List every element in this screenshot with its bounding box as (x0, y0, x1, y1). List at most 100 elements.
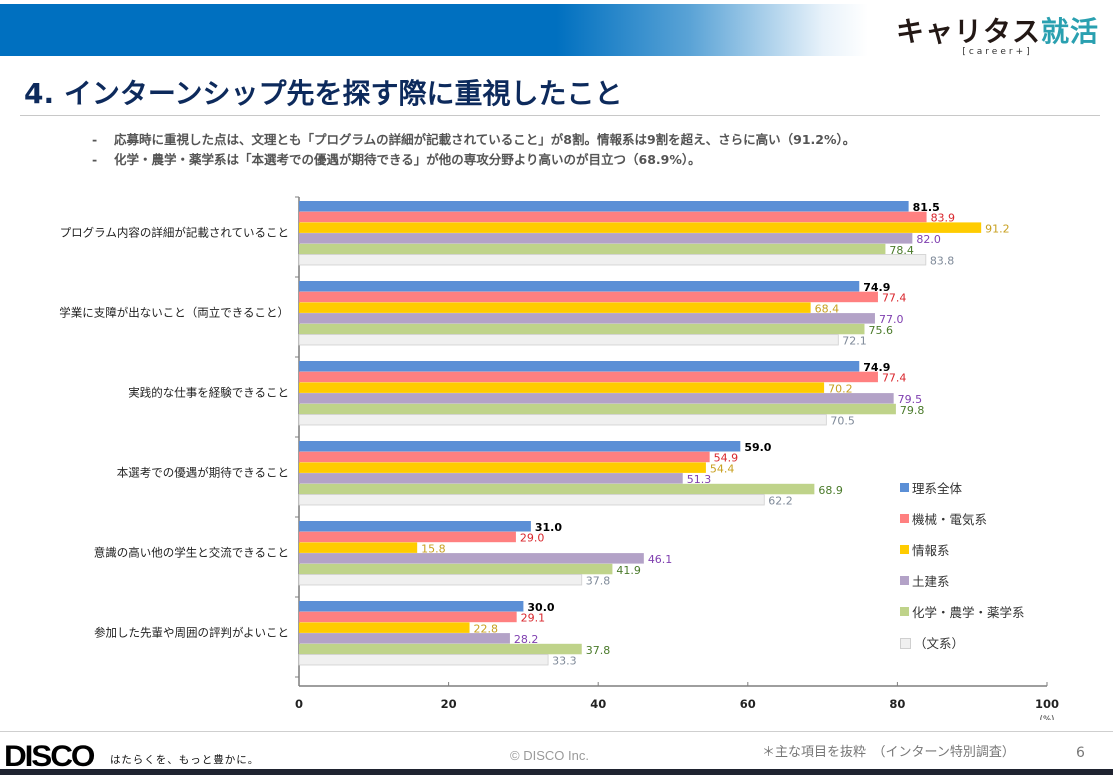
x-axis-unit: (%) (1040, 715, 1055, 720)
legend-swatch (900, 514, 909, 523)
x-tick-label: 20 (441, 697, 457, 711)
bullet-item: - 化学・農学・薬学系は「本選考での優遇が期待できる」が他の専攻分野より高いのが目… (92, 150, 855, 170)
data-label: 51.3 (687, 473, 712, 486)
data-label: 78.4 (889, 244, 914, 257)
data-label: 82.0 (916, 233, 941, 246)
x-tick-label: 80 (889, 697, 905, 711)
bar (299, 313, 875, 324)
bar (299, 553, 644, 564)
data-label: 68.9 (818, 484, 843, 497)
legend-item: 機械・電気系 (900, 509, 1025, 540)
bar (299, 643, 582, 655)
data-label: 31.0 (535, 521, 562, 534)
legend-item: 化学・農学・薬学系 (900, 602, 1025, 633)
data-label: 22.8 (474, 622, 499, 635)
bar (299, 611, 517, 623)
data-label: 37.8 (586, 644, 611, 657)
bar (299, 483, 815, 495)
bar (299, 531, 516, 543)
chart-legend: 理系全体 機械・電気系 情報系 土建系 化学・農学・薬学系 （文系） (900, 478, 1025, 664)
data-label: 77.0 (879, 313, 904, 326)
data-label: 30.0 (527, 601, 554, 614)
bar (298, 414, 827, 426)
footer-divider (0, 731, 1113, 732)
data-label: 68.4 (815, 302, 840, 315)
bar (299, 371, 878, 383)
legend-item: 土建系 (900, 571, 1025, 602)
bar (299, 403, 896, 415)
x-tick-label: 40 (590, 697, 606, 711)
bar (299, 473, 683, 484)
bar (299, 302, 811, 313)
bar (299, 243, 886, 255)
bar (299, 601, 524, 612)
data-label: 75.6 (868, 324, 893, 337)
legend-item: 理系全体 (900, 478, 1025, 509)
category-label: 参加した先輩や周囲の評判がよいこと (94, 626, 289, 640)
category-label: プログラム内容の詳細が記載されていること (60, 226, 289, 240)
bar (299, 211, 927, 223)
legend-label: 理系全体 (912, 481, 963, 496)
data-label: 41.9 (616, 564, 641, 577)
category-label: 意識の高い他の学生と交流できること (94, 546, 289, 560)
brand-main-text: キャリタス (895, 15, 1041, 48)
legend-label: 化学・農学・薬学系 (912, 605, 1025, 620)
bar (299, 441, 741, 452)
footer-tagline: はたらくを、もっと豊かに。 (110, 754, 260, 766)
data-label: 79.8 (900, 404, 925, 417)
bar (299, 622, 470, 633)
legend-swatch (900, 545, 909, 554)
data-label: 54.9 (714, 452, 739, 465)
legend-swatch (900, 576, 909, 585)
page-title: 4. インターンシップ先を探す際に重視したこと (24, 77, 623, 110)
data-label: 46.1 (648, 553, 673, 566)
data-label: 15.8 (421, 542, 446, 555)
brand-accent-text: 就活 (1040, 15, 1099, 48)
data-label: 91.2 (985, 222, 1010, 235)
data-label: 29.0 (520, 532, 545, 545)
data-label: 74.9 (863, 361, 890, 374)
data-label: 54.4 (710, 462, 735, 475)
bar (299, 233, 913, 244)
bar (299, 291, 878, 303)
bullet-dash: - (92, 152, 98, 167)
bar (299, 633, 510, 644)
bar (299, 462, 706, 473)
page-number: 6 (1076, 745, 1085, 761)
bar (299, 201, 909, 212)
legend-swatch (900, 607, 909, 616)
data-label: 74.9 (863, 281, 890, 294)
bar (298, 654, 549, 666)
brand-logo: キャリタス就活 [career+] (896, 10, 1099, 57)
data-label: 72.1 (842, 335, 867, 348)
data-label: 28.2 (514, 633, 539, 646)
title-divider (20, 115, 1100, 116)
data-label: 33.3 (552, 655, 577, 668)
data-label: 77.4 (882, 372, 907, 385)
category-label: 実践的な仕事を経験できること (128, 386, 289, 400)
bar (299, 542, 418, 553)
bar (298, 334, 839, 346)
bar (299, 393, 894, 404)
bar (299, 563, 613, 575)
footer-note: ＊主な項目を抜粋 （インターン特別調査） (762, 745, 1015, 760)
data-label: 81.5 (913, 201, 940, 214)
legend-swatch (900, 638, 911, 649)
data-label: 83.9 (931, 212, 956, 225)
bar (299, 281, 860, 292)
x-tick-label: 60 (740, 697, 756, 711)
bar (299, 521, 531, 532)
data-label: 79.5 (898, 393, 923, 406)
data-label: 83.8 (930, 255, 955, 268)
data-label: 70.2 (828, 382, 853, 395)
header-banner (0, 4, 1113, 56)
summary-bullets: - 応募時に重視した点は、文理とも「プログラムの詳細が記載されていること」が8割。… (92, 130, 855, 170)
legend-swatch (900, 483, 909, 492)
x-tick-label: 0 (295, 697, 303, 711)
bar (299, 323, 865, 335)
bullet-item: - 応募時に重視した点は、文理とも「プログラムの詳細が記載されていること」が8割。… (92, 130, 855, 150)
x-tick-label: 100 (1035, 697, 1059, 711)
brand-subtitle: [career+] (962, 47, 1033, 57)
chart-svg: 0 20 40 60 80 100(%)プログラム内容の詳細が記載されていること81.58… (59, 196, 1059, 725)
bar (299, 451, 710, 463)
